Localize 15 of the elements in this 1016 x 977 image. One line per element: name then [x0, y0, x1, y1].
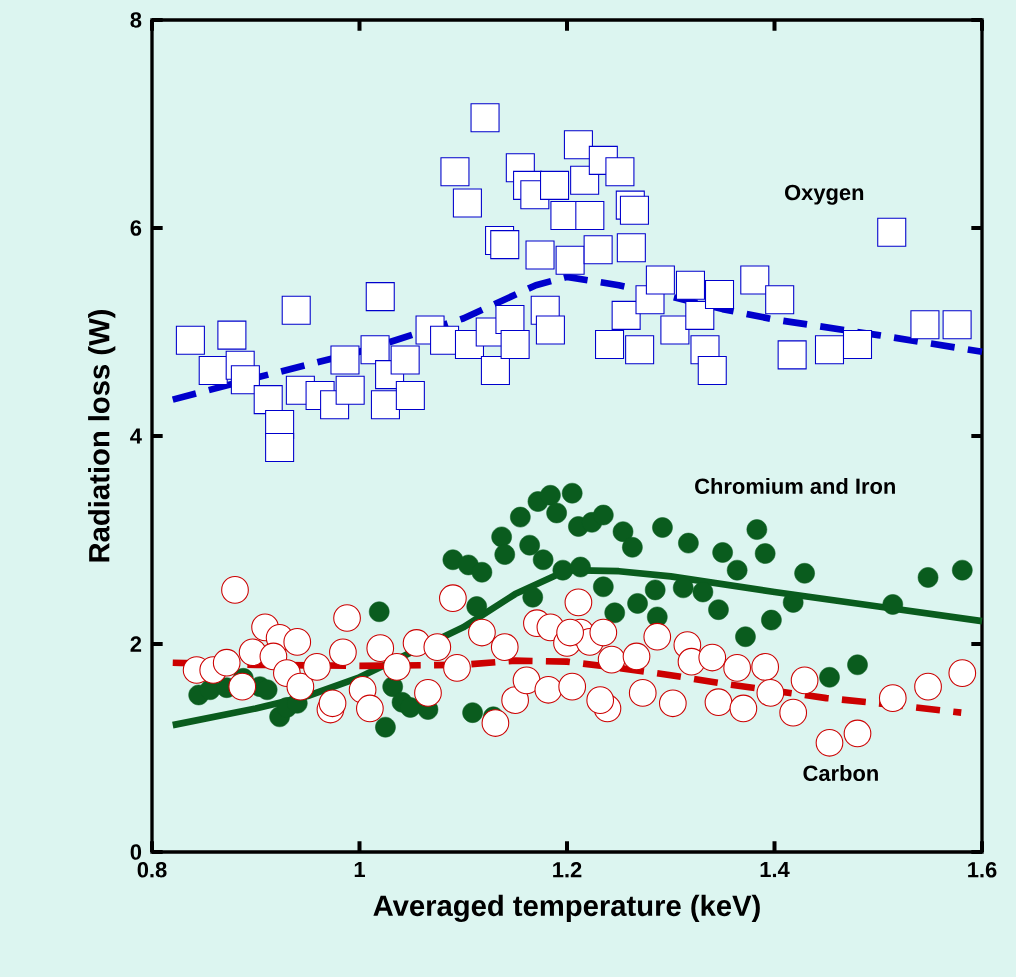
series-label: Chromium and Iron — [695, 477, 895, 494]
x-tick-label: 0.8 — [137, 862, 167, 878]
x-tick-label: 1.6 — [968, 862, 997, 878]
x-axis-title: Averaged temperature (keV) — [373, 894, 760, 923]
y-tick-label: 2 — [130, 636, 142, 652]
series-label: Oxygen — [785, 184, 864, 205]
y-tick-label: 0 — [130, 844, 142, 860]
x-tick-label: 1.4 — [760, 862, 790, 878]
y-tick-label: 8 — [130, 12, 142, 28]
y-tick-label: 6 — [130, 220, 142, 236]
y-tick-label: 4 — [130, 428, 142, 444]
x-tick-label: 1 — [354, 862, 365, 878]
x-tick-label: 1.2 — [553, 862, 582, 878]
legend-label: Carbon — [803, 764, 878, 781]
y-axis-title: Radiation loss (W) — [88, 310, 116, 562]
